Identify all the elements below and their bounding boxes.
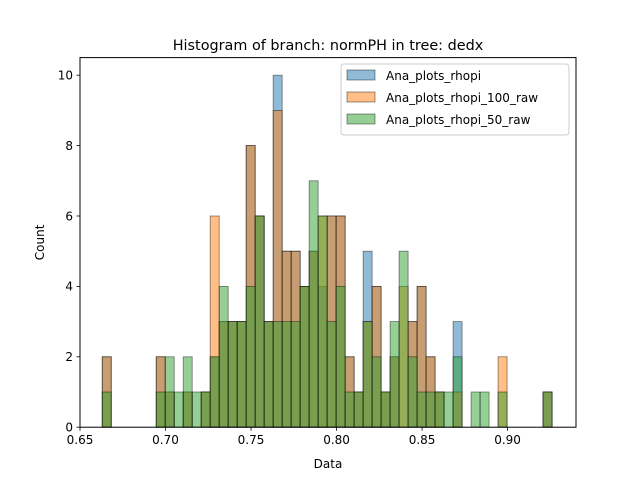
histogram-bar-series-2-bin-20	[281, 321, 292, 428]
x-tick-label: 0.80	[323, 433, 350, 447]
x-tick-label: 0.90	[494, 433, 521, 447]
histogram-bar-series-2-bin-36	[425, 391, 436, 428]
legend-label-rhopi-50-raw: Ana_plots_rhopi_50_raw	[386, 113, 531, 127]
x-tick-label: 0.70	[152, 433, 179, 447]
histogram-bar-series-2-bin-0	[101, 391, 112, 428]
legend-swatch-rhopi	[346, 69, 376, 81]
histogram-bar-series-2-bin-35	[416, 391, 427, 428]
plot-area-frame	[79, 57, 577, 428]
legend: Ana_plots_rhopi Ana_plots_rhopi_100_raw …	[340, 63, 570, 136]
y-axis-label: Count	[33, 224, 47, 260]
x-tick-label: 0.85	[409, 433, 436, 447]
histogram-bar-series-2-bin-22	[299, 285, 310, 428]
histogram-bar-series-2-bin-30	[371, 356, 382, 428]
y-tick-label: 6	[65, 209, 73, 223]
histogram-bar-series-2-bin-15	[236, 321, 247, 428]
histogram-bar-series-2-bin-24	[317, 215, 328, 428]
histogram-bar-series-2-bin-32	[389, 321, 400, 428]
legend-swatch-rhopi-100-raw	[346, 91, 376, 103]
histogram-bar-series-2-bin-6	[155, 391, 166, 428]
legend-label-rhopi-100-raw: Ana_plots_rhopi_100_raw	[386, 91, 538, 105]
y-tick-label: 4	[65, 280, 73, 294]
histogram-bar-series-2-bin-34	[407, 356, 418, 428]
histogram-bar-series-2-bin-14	[227, 321, 238, 428]
histogram-bar-series-2-bin-27	[344, 391, 355, 428]
y-tick-label: 0	[65, 421, 73, 435]
histogram-bar-series-2-bin-17	[254, 215, 265, 428]
histogram-bar-series-2-bin-44	[497, 391, 508, 428]
histogram-bar-series-2-bin-16	[245, 285, 256, 428]
histogram-bar-series-2-bin-38	[443, 391, 454, 428]
histogram-bar-series-2-bin-7	[164, 356, 175, 428]
y-tick-label: 8	[65, 139, 73, 153]
histogram-bar-series-2-bin-39	[452, 356, 463, 428]
histogram-bar-series-2-bin-28	[353, 391, 364, 428]
x-axis-ticks: 0.65 0.70 0.75 0.80 0.85 0.90	[67, 427, 521, 447]
histogram-bar-series-2-bin-25	[326, 321, 337, 428]
x-tick-label: 0.65	[67, 433, 94, 447]
histogram-bar-series-2-bin-19	[272, 321, 283, 428]
chart-title: Histogram of branch: normPH in tree: ded…	[173, 38, 484, 54]
histogram-bar-series-2-bin-12	[209, 356, 220, 428]
histogram-bar-series-2-bin-9	[182, 356, 193, 428]
histogram-bar-series-2-bin-26	[335, 285, 346, 428]
legend-swatch-rhopi-50-raw	[346, 113, 376, 125]
histogram-bar-series-2-bin-37	[434, 391, 445, 428]
histogram-bar-series-2-bin-42	[479, 391, 490, 428]
x-axis-label: Data	[314, 457, 343, 471]
legend-label-rhopi: Ana_plots_rhopi	[386, 69, 481, 83]
y-axis-ticks: 0 2 4 6 8 10	[58, 69, 80, 435]
y-tick-label: 10	[58, 69, 73, 83]
histogram-bar-series-2-bin-18	[263, 321, 274, 428]
histogram-bar-series-2-bin-33	[398, 250, 409, 428]
histogram-bar-series-2-bin-11	[200, 391, 211, 428]
histogram-bar-series-2-bin-29	[362, 321, 373, 428]
histogram-bar-series-2-bin-10	[191, 391, 202, 428]
histogram-bar-series-2-bin-21	[290, 321, 301, 428]
histogram-bar-series-2-bin-49	[542, 391, 553, 428]
histogram-bar-series-2-bin-8	[173, 391, 184, 428]
histogram-bar-series-2-bin-23	[308, 180, 319, 428]
legend-box	[340, 63, 570, 136]
y-tick-label: 2	[65, 350, 73, 364]
histogram-bar-series-2-bin-31	[380, 391, 391, 428]
histogram-bar-series-2-bin-41	[470, 391, 481, 428]
x-tick-label: 0.75	[238, 433, 265, 447]
histogram-bar-series-2-bin-13	[218, 285, 229, 428]
